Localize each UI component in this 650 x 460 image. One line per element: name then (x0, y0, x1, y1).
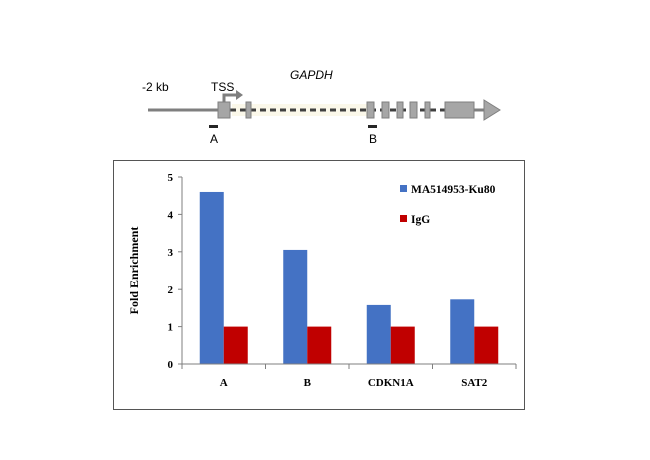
tss-arrowhead-icon (236, 90, 243, 100)
exon-3 (366, 101, 375, 119)
bar-igg-cdkn1a (390, 326, 415, 364)
y-tick-label: 2 (168, 284, 174, 296)
upstream-label: -2 kb (142, 80, 169, 94)
bar-igg-sat2 (474, 326, 499, 364)
bar-ku80-a (199, 191, 224, 364)
gene-direction-arrow-icon (483, 99, 501, 121)
bar-ku80-b (283, 249, 308, 364)
legend-swatch (400, 185, 407, 192)
y-tick-label: 5 (168, 172, 174, 184)
tss-arrow-icon (222, 93, 236, 103)
x-axis-labels: A B CDKN1A SAT2 (220, 377, 488, 389)
exon-6 (409, 101, 418, 119)
y-tick-label: 4 (168, 209, 174, 221)
region-a-label: A (210, 132, 218, 146)
bar-ku80-sat2 (450, 299, 475, 364)
region-a-marker (209, 125, 218, 128)
x-tick-label: A (220, 377, 228, 389)
gene-diagram: -2 kb TSS GAPDH A B (142, 68, 501, 146)
region-b-label: B (369, 132, 377, 146)
tss-label: TSS (211, 80, 234, 94)
gene-body-background (232, 104, 367, 116)
x-tick-label: CDKN1A (368, 377, 414, 389)
region-b-marker (368, 125, 377, 128)
bar-chart: 0 1 2 3 4 5 A B CDKN1A SAT2 Fold Enrichment MA51… (127, 172, 517, 389)
exon-5 (396, 101, 404, 119)
y-axis-ticks: 0 1 2 3 4 5 (168, 172, 182, 371)
exon-2 (245, 101, 252, 119)
legend: MA514953-Ku80 IgG (400, 184, 496, 226)
exon-4 (381, 101, 390, 119)
bars (199, 191, 499, 364)
chart-frame: 0 1 2 3 4 5 A B CDKN1A SAT2 Fold Enrichment MA51… (113, 160, 525, 410)
legend-label: MA514953-Ku80 (411, 184, 496, 196)
bar-ku80-cdkn1a (366, 304, 391, 364)
legend-swatch (400, 215, 407, 222)
exon-7 (424, 101, 431, 119)
bar-igg-b (307, 326, 332, 364)
x-axis-ticks (181, 364, 517, 369)
x-tick-label: SAT2 (461, 377, 488, 389)
exon-8 (444, 101, 475, 119)
y-tick-label: 1 (168, 322, 174, 334)
x-tick-label: B (304, 377, 312, 389)
y-axis-label: Fold Enrichment (127, 227, 141, 315)
gene-name: GAPDH (290, 68, 333, 82)
y-tick-label: 3 (168, 247, 174, 259)
bar-igg-a (223, 326, 248, 364)
exon-1 (217, 101, 231, 119)
legend-label: IgG (411, 214, 430, 226)
y-tick-label: 0 (168, 359, 174, 371)
